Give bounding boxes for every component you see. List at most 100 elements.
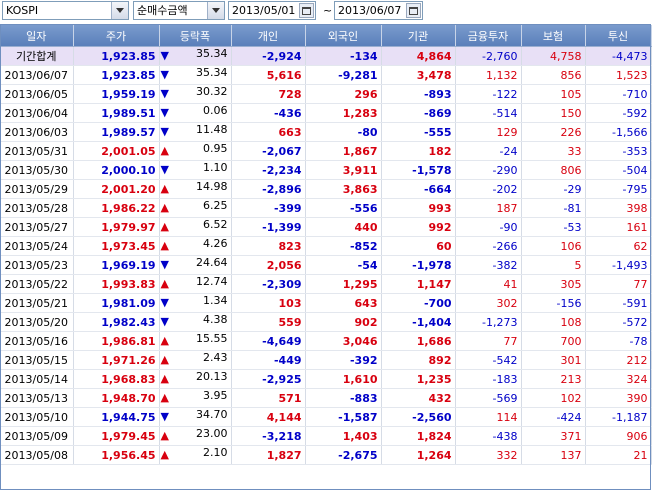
column-header-price[interactable]: 주가 bbox=[73, 25, 160, 47]
cell-individual: 823 bbox=[231, 236, 306, 256]
table-row[interactable]: 2013/05/20 1,982.43 ▼ 4.38 559 902 -1,404 -1,27… bbox=[0, 312, 652, 332]
chevron-down-icon[interactable] bbox=[207, 2, 224, 19]
cell-change: ▼ 11.48 bbox=[159, 122, 232, 142]
table-row[interactable]: 2013/05/23 1,969.19 ▼ 24.64 2,056 -54 -1,978 -3… bbox=[0, 255, 652, 275]
cell-financial-investment: 302 bbox=[455, 293, 522, 313]
triangle-up-icon: ▲ bbox=[160, 144, 169, 157]
triangle-down-icon: ▼ bbox=[160, 125, 169, 138]
market-select[interactable]: KOSPI bbox=[2, 1, 129, 20]
cell-price: 2,001.20 bbox=[73, 179, 160, 199]
cell-insurance: 106 bbox=[521, 236, 586, 256]
column-header-date[interactable]: 일자 bbox=[0, 25, 74, 47]
cell-investment-trust: -710 bbox=[585, 84, 652, 104]
date-from-field[interactable]: 2013/05/01 bbox=[228, 1, 316, 20]
table-row[interactable]: 2013/05/13 1,948.70 ▲ 3.95 571 -883 432 -569 102… bbox=[0, 388, 652, 408]
cell-change-value: 35.34 bbox=[196, 47, 228, 60]
table-row[interactable]: 2013/05/15 1,971.26 ▲ 2.43 -449 -392 892 -542 30… bbox=[0, 350, 652, 370]
cell-investment-trust: 1,523 bbox=[585, 65, 652, 85]
column-header-change[interactable]: 등락폭 bbox=[159, 25, 232, 47]
cell-financial-investment: 1,132 bbox=[455, 65, 522, 85]
table-header-row: 일자 주가 등락폭 개인 외국인 기관 금융투자 보험 투신 bbox=[0, 25, 652, 47]
triangle-down-icon: ▼ bbox=[160, 258, 169, 271]
cell-financial-investment: -90 bbox=[455, 217, 522, 237]
cell-insurance: -424 bbox=[521, 407, 586, 427]
table-row[interactable]: 2013/06/07 1,923.85 ▼ 35.34 5,616 -9,281 3,478… bbox=[0, 65, 652, 85]
calendar-icon[interactable] bbox=[406, 3, 421, 18]
cell-individual: -2,067 bbox=[231, 141, 306, 161]
metric-select[interactable]: 순매수금액 bbox=[133, 1, 225, 20]
cell-individual: 2,056 bbox=[231, 255, 306, 275]
table-row[interactable]: 2013/05/28 1,986.22 ▲ 6.25 -399 -556 993 187 -81… bbox=[0, 198, 652, 218]
chevron-down-icon[interactable] bbox=[111, 2, 128, 19]
cell-financial-investment: 41 bbox=[455, 274, 522, 294]
date-to-field[interactable]: 2013/06/07 bbox=[334, 1, 423, 20]
cell-date: 2013/06/03 bbox=[0, 122, 74, 142]
table-row[interactable]: 2013/06/04 1,989.51 ▼ 0.06 -436 1,283 -869 -514… bbox=[0, 103, 652, 123]
cell-investment-trust: -591 bbox=[585, 293, 652, 313]
summary-row[interactable]: 기간합계 1,923.85 ▼ 35.34 -2,924 -134 4,864 -2,760 4… bbox=[0, 46, 652, 66]
cell-change: ▲ 15.55 bbox=[159, 331, 232, 351]
table-row[interactable]: 2013/05/16 1,986.81 ▲ 15.55 -4,649 3,046 1,686… bbox=[0, 331, 652, 351]
column-header-individual[interactable]: 개인 bbox=[231, 25, 306, 47]
table-row[interactable]: 2013/06/05 1,959.19 ▼ 30.32 728 296 -893 -122 10… bbox=[0, 84, 652, 104]
cell-price: 1,973.45 bbox=[73, 236, 160, 256]
cell-date: 2013/05/14 bbox=[0, 369, 74, 389]
cell-institution: 1,264 bbox=[381, 445, 456, 465]
cell-investment-trust: 62 bbox=[585, 236, 652, 256]
metric-select-value: 순매수금액 bbox=[137, 4, 188, 17]
table-row[interactable]: 2013/05/30 2,000.10 ▼ 1.10 -2,234 3,911 -1,578… bbox=[0, 160, 652, 180]
cell-change: ▲ 6.25 bbox=[159, 198, 232, 218]
cell-financial-investment: -266 bbox=[455, 236, 522, 256]
cell-insurance: 213 bbox=[521, 369, 586, 389]
column-header-insurance[interactable]: 보험 bbox=[521, 25, 586, 47]
cell-individual: 4,144 bbox=[231, 407, 306, 427]
cell-institution: 1,147 bbox=[381, 274, 456, 294]
cell-investment-trust: 212 bbox=[585, 350, 652, 370]
table-row[interactable]: 2013/05/09 1,979.45 ▲ 23.00 -3,218 1,403 1,824… bbox=[0, 426, 652, 446]
cell-insurance: -81 bbox=[521, 198, 586, 218]
cell-date: 2013/05/29 bbox=[0, 179, 74, 199]
table-row[interactable]: 2013/05/27 1,979.97 ▲ 6.52 -1,399 440 992 -90 -5… bbox=[0, 217, 652, 237]
column-header-institution[interactable]: 기관 bbox=[381, 25, 456, 47]
cell-individual: 5,616 bbox=[231, 65, 306, 85]
cell-insurance: 226 bbox=[521, 122, 586, 142]
cell-institution: -2,560 bbox=[381, 407, 456, 427]
table-row[interactable]: 2013/05/29 2,001.20 ▲ 14.98 -2,896 3,863 -664-… bbox=[0, 179, 652, 199]
cell-change-value: 6.52 bbox=[203, 218, 228, 231]
triangle-up-icon: ▲ bbox=[160, 448, 169, 461]
cell-price: 1,979.97 bbox=[73, 217, 160, 237]
cell-price: 1,989.57 bbox=[73, 122, 160, 142]
cell-insurance: -29 bbox=[521, 179, 586, 199]
column-header-financial-investment[interactable]: 금융투자 bbox=[455, 25, 522, 47]
cell-insurance: 806 bbox=[521, 160, 586, 180]
cell-insurance: 856 bbox=[521, 65, 586, 85]
cell-financial-investment: 114 bbox=[455, 407, 522, 427]
cell-change: ▼ 1.34 bbox=[159, 293, 232, 313]
table-row[interactable]: 2013/05/22 1,993.83 ▲ 12.74 -2,309 1,295 1,147… bbox=[0, 274, 652, 294]
table-row[interactable]: 2013/05/14 1,968.83 ▲ 20.13 -2,925 1,610 1,235… bbox=[0, 369, 652, 389]
column-header-foreign[interactable]: 외국인 bbox=[305, 25, 382, 47]
cell-change: ▼ 34.70 bbox=[159, 407, 232, 427]
cell-foreign: -1,587 bbox=[305, 407, 382, 427]
table-row[interactable]: 2013/05/08 1,956.45 ▲ 2.10 1,827 -2,675 1,264 3… bbox=[0, 445, 652, 465]
cell-price: 1,986.22 bbox=[73, 198, 160, 218]
triangle-down-icon: ▼ bbox=[160, 315, 169, 328]
cell-date: 2013/06/07 bbox=[0, 65, 74, 85]
cell-foreign: -2,675 bbox=[305, 445, 382, 465]
cell-financial-investment: 332 bbox=[455, 445, 522, 465]
cell-individual: -4,649 bbox=[231, 331, 306, 351]
cell-insurance: 371 bbox=[521, 426, 586, 446]
table-row[interactable]: 2013/05/24 1,973.45 ▲ 4.26 823 -852 60 -266 106 6… bbox=[0, 236, 652, 256]
table-row[interactable]: 2013/05/21 1,981.09 ▼ 1.34 103 643 -700 302 -156… bbox=[0, 293, 652, 313]
table-row[interactable]: 2013/06/03 1,989.57 ▼ 11.48 663 -80 -555 129 226… bbox=[0, 122, 652, 142]
table-row[interactable]: 2013/05/31 2,001.05 ▲ 0.95 -2,067 1,867 182 -24… bbox=[0, 141, 652, 161]
calendar-icon[interactable] bbox=[299, 3, 314, 18]
cell-financial-investment: 77 bbox=[455, 331, 522, 351]
cell-foreign: 3,046 bbox=[305, 331, 382, 351]
triangle-up-icon: ▲ bbox=[160, 182, 169, 195]
column-header-investment-trust[interactable]: 투신 bbox=[585, 25, 652, 47]
table-row[interactable]: 2013/05/10 1,944.75 ▼ 34.70 4,144 -1,587 -2,56… bbox=[0, 407, 652, 427]
cell-foreign: -556 bbox=[305, 198, 382, 218]
cell-change: ▼ 24.64 bbox=[159, 255, 232, 275]
cell-change: ▼ 35.34 bbox=[159, 46, 232, 66]
